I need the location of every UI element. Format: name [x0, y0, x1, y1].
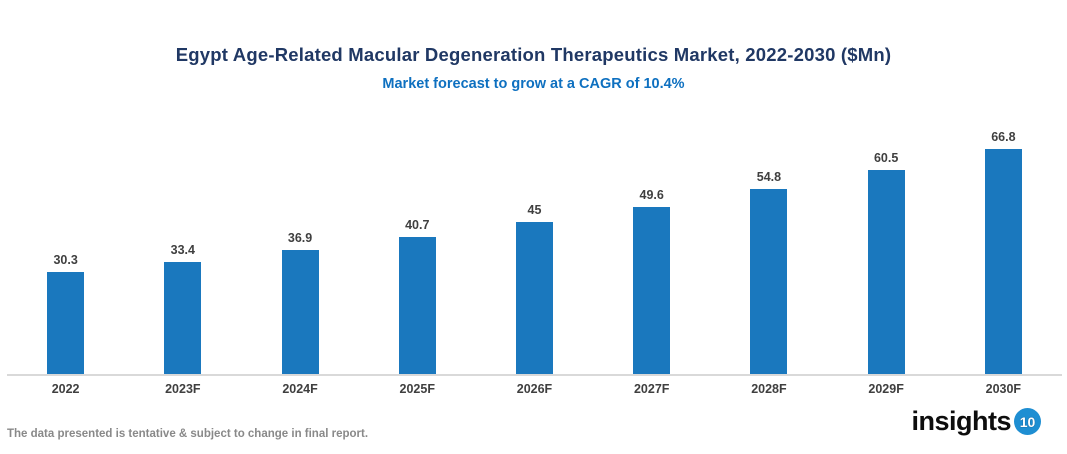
x-axis-category-label: 2024F — [282, 382, 318, 396]
bar-chart-plot-area: 30.3 2022 33.4 2023F 36.9 2024F 40.7 2025F 45 202… — [7, 110, 1062, 396]
bar-value-label: 54.8 — [756, 170, 782, 185]
bar-group: 49.6 2027F — [593, 110, 710, 396]
bar — [867, 170, 905, 374]
x-axis-category-label: 2029F — [868, 382, 904, 396]
bar-group: 66.8 2030F — [945, 110, 1062, 396]
bar-value-label: 60.5 — [873, 151, 899, 166]
bar-value-label: 45 — [527, 203, 542, 218]
bar-value-label: 30.3 — [53, 252, 78, 267]
chart-title: Egypt Age-Related Macular Degeneration T… — [175, 44, 892, 65]
bar — [984, 149, 1022, 374]
x-axis-category-label: 2023F — [165, 382, 201, 396]
bar — [281, 249, 319, 374]
insights10-logo: insights 10 — [911, 406, 1041, 437]
bar-group: 40.7 2025F — [359, 110, 476, 396]
logo-wordmark: insights — [911, 406, 1011, 436]
bar — [633, 206, 671, 374]
disclaimer-text: The data presented is tentative & subjec… — [7, 428, 369, 440]
bar — [515, 222, 553, 374]
bar — [47, 271, 85, 374]
logo-badge-10: 10 — [1014, 408, 1041, 435]
bar-value-label: 66.8 — [991, 130, 1016, 144]
bar-value-label: 36.9 — [287, 230, 313, 245]
x-axis-category-label: 2022 — [51, 382, 80, 396]
bar — [398, 236, 436, 374]
bar-value-label: 49.6 — [639, 187, 664, 202]
bar-value-label: 40.7 — [405, 217, 430, 232]
chart-subtitle: Market forecast to grow at a CAGR of 10.… — [382, 76, 685, 92]
bar-value-label: 33.4 — [170, 242, 195, 257]
x-axis-category-label: 2025F — [399, 382, 435, 396]
bar-group: 60.5 2029F — [828, 110, 945, 396]
bar-group: 54.8 2028F — [710, 110, 827, 396]
x-axis-category-label: 2030F — [985, 382, 1022, 396]
bar-group: 33.4 2023F — [124, 110, 241, 396]
x-axis-category-label: 2027F — [633, 382, 670, 396]
x-axis-category-label: 2026F — [516, 382, 553, 396]
x-axis-category-label: 2028F — [751, 382, 787, 396]
bar-group: 45 2026F — [476, 110, 593, 396]
bar — [164, 261, 202, 374]
bar — [750, 189, 788, 374]
bar-group: 30.3 2022 — [7, 110, 124, 396]
bar-group: 36.9 2024F — [241, 110, 358, 396]
